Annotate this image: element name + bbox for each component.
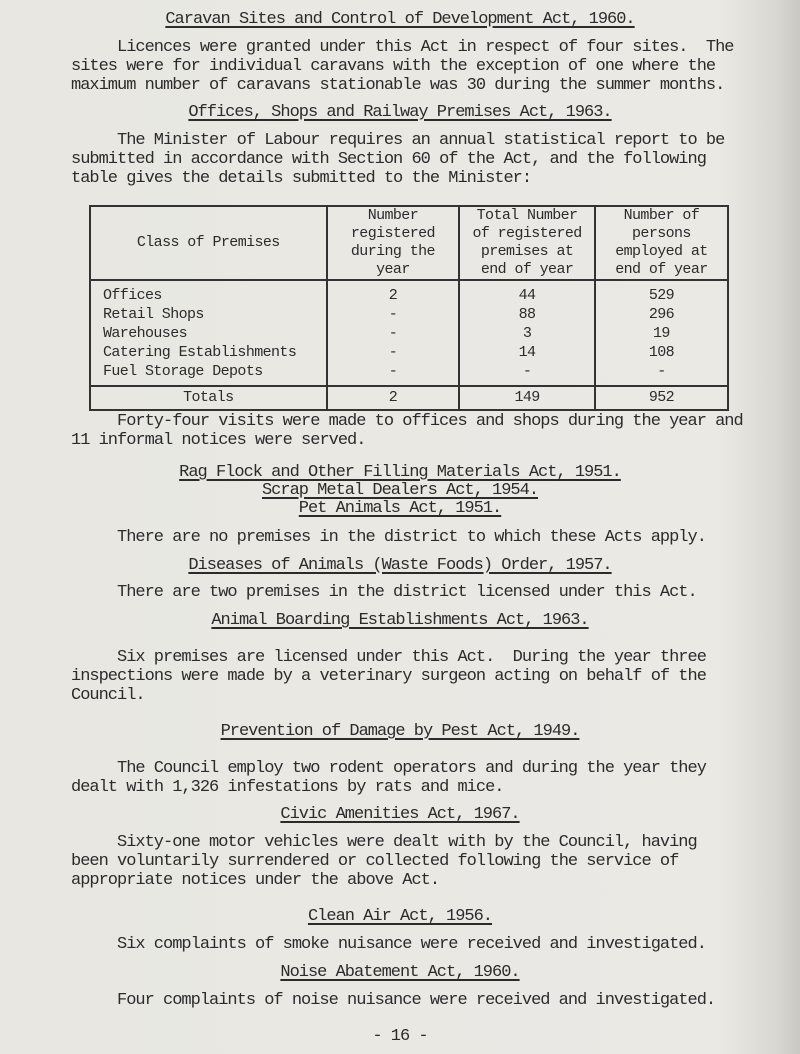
- page-number: - 16 -: [372, 1027, 428, 1046]
- paragraph-line: table gives the details submitted to the…: [71, 169, 532, 188]
- cell: 88: [458, 305, 596, 324]
- cell: -: [593, 362, 730, 386]
- cell: 108: [593, 343, 730, 362]
- table-row: Fuel Storage Depots - - -: [89, 362, 730, 386]
- paragraph-line: Council.: [71, 686, 146, 705]
- cell: 19: [593, 324, 730, 343]
- cell: Totals: [89, 385, 328, 411]
- section-heading-pet-animals: Pet Animals Act, 1951.: [298, 499, 502, 518]
- cell: -: [325, 305, 461, 324]
- table-row: Warehouses - 3 19: [89, 324, 730, 343]
- paragraph-line: inspections were made by a veterinary su…: [71, 667, 707, 686]
- paragraph-line: appropriate notices under the above Act.: [71, 871, 440, 890]
- cell: 2: [325, 385, 461, 411]
- section-heading-pest: Prevention of Damage by Pest Act, 1949.: [220, 722, 581, 741]
- table-row: Retail Shops - 88 296: [89, 305, 730, 324]
- cell: Offices: [89, 280, 328, 305]
- table-row: Offices 2 44 529: [89, 280, 730, 305]
- cell: Catering Establishments: [89, 343, 328, 362]
- cell: 529: [593, 280, 730, 305]
- paragraph-line: submitted in accordance with Section 60 …: [71, 150, 707, 169]
- cell: 952: [593, 385, 730, 411]
- cell: -: [325, 362, 461, 386]
- section-heading-clean-air: Clean Air Act, 1956.: [307, 907, 493, 926]
- cell: 296: [593, 305, 730, 324]
- table-row: Catering Establishments - 14 108: [89, 343, 730, 362]
- cell: -: [325, 324, 461, 343]
- paragraph-line: Licences were granted under this Act in …: [117, 38, 735, 57]
- paragraph-line: The Council employ two rodent operators …: [117, 759, 707, 778]
- cell: 14: [458, 343, 596, 362]
- cell: 2: [325, 280, 461, 305]
- paragraph-line: Sixty-one motor vehicles were dealt with…: [117, 833, 698, 852]
- paragraph-line: The Minister of Labour requires an annua…: [117, 131, 725, 150]
- paragraph-line: dealt with 1,326 infestations by rats an…: [71, 778, 504, 797]
- section-heading-diseases: Diseases of Animals (Waste Foods) Order,…: [188, 556, 612, 575]
- paragraph-line: Six premises are licensed under this Act…: [117, 648, 707, 667]
- cell: -: [458, 362, 596, 386]
- paragraph-line: Six complaints of smoke nuisance were re…: [117, 935, 707, 954]
- section-heading-scrap-metal: Scrap Metal Dealers Act, 1954.: [261, 481, 539, 500]
- cell: 44: [458, 280, 596, 305]
- paragraph-line: There are no premises in the district to…: [117, 528, 707, 547]
- paragraph-line: sites were for individual caravans with …: [71, 57, 716, 76]
- header-registered: Number registered during the year: [325, 205, 461, 281]
- paragraph-line: maximum number of caravans stationable w…: [71, 76, 725, 95]
- paragraph-line: 11 informal notices were served.: [71, 431, 366, 450]
- paragraph-line: Four complaints of noise nuisance were r…: [117, 991, 716, 1010]
- cell: 3: [458, 324, 596, 343]
- cell: 149: [458, 385, 596, 411]
- cell: Warehouses: [89, 324, 328, 343]
- premises-table: Class of Premises Number registered duri…: [89, 205, 730, 411]
- header-persons: Number of persons employed at end of yea…: [593, 205, 730, 281]
- section-heading-caravan: Caravan Sites and Control of Development…: [165, 10, 635, 29]
- section-heading-noise: Noise Abatement Act, 1960.: [280, 963, 520, 982]
- section-heading-rag-flock: Rag Flock and Other Filling Materials Ac…: [179, 463, 622, 482]
- header-total: Total Number of registered premises at e…: [458, 205, 596, 281]
- cell: Retail Shops: [89, 305, 328, 324]
- cell: -: [325, 343, 461, 362]
- section-heading-civic: Civic Amenities Act, 1967.: [280, 805, 520, 824]
- totals-row: Totals 2 149 952: [89, 385, 730, 411]
- cell: Fuel Storage Depots: [89, 362, 328, 386]
- paragraph-line: There are two premises in the district l…: [117, 583, 698, 602]
- paragraph-line: been voluntarily surrendered or collecte…: [71, 852, 679, 871]
- paragraph-line: Forty-four visits were made to offices a…: [117, 412, 744, 431]
- header-class: Class of Premises: [89, 205, 328, 281]
- section-heading-offices: Offices, Shops and Railway Premises Act,…: [188, 103, 612, 122]
- section-heading-animal-boarding: Animal Boarding Establishments Act, 1963…: [211, 611, 589, 630]
